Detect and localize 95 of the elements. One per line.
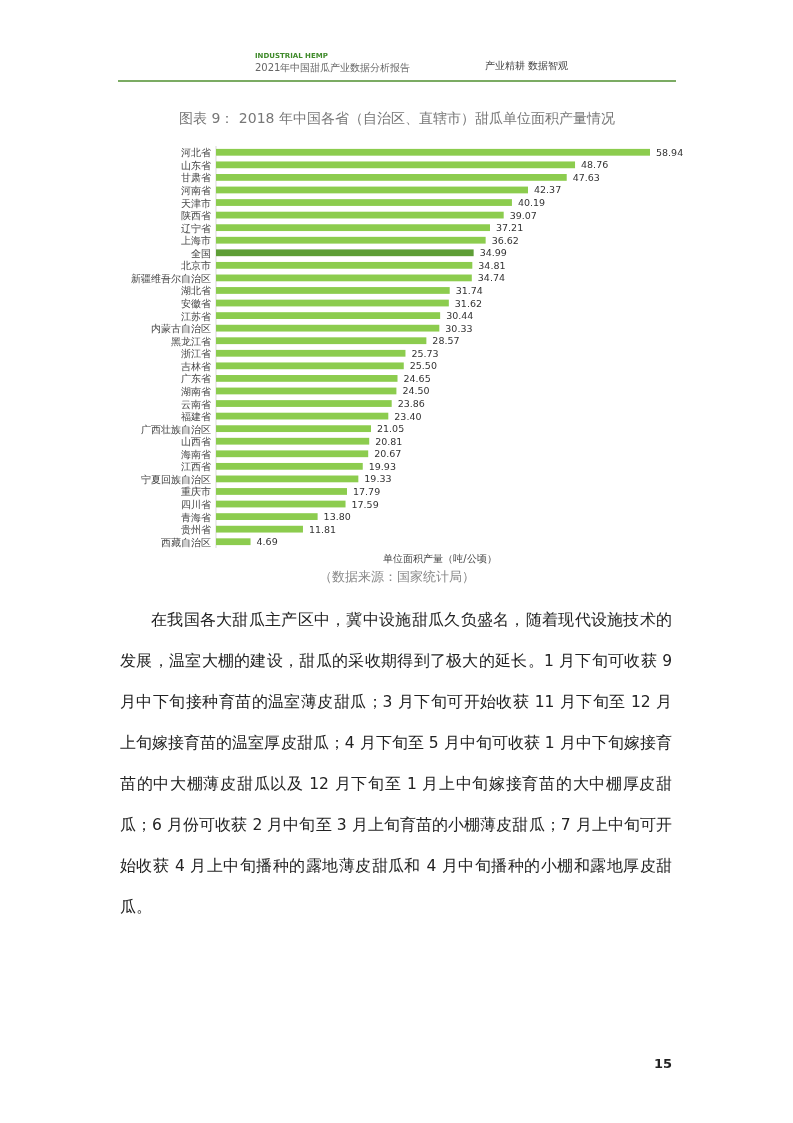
data-label: 25.73 xyxy=(411,347,439,359)
y-tick-label: 福建省 xyxy=(181,411,211,423)
x-axis-title: 单位面积产量（吨/公顷） xyxy=(383,553,497,564)
bar xyxy=(216,425,371,433)
data-label: 37.21 xyxy=(495,222,524,234)
data-label: 23.40 xyxy=(394,410,422,422)
y-tick-label: 四川省 xyxy=(181,499,211,511)
data-label: 34.81 xyxy=(478,259,506,271)
y-tick-label: 全国 xyxy=(191,247,211,259)
text: （数据来源：国家统计局） xyxy=(319,569,475,584)
data-label: 30.33 xyxy=(445,322,473,334)
y-tick-label: 甘肃省 xyxy=(181,172,211,184)
bar xyxy=(216,337,427,345)
y-tick-label: 河南省 xyxy=(181,184,211,196)
bar xyxy=(216,349,406,357)
data-label: 13.80 xyxy=(323,511,351,523)
y-tick-label: 北京市 xyxy=(181,260,211,272)
bar xyxy=(216,236,486,244)
y-tick-label: 山西省 xyxy=(181,436,211,448)
y-tick-label: 辽宁省 xyxy=(181,222,211,234)
y-tick-label: 湖北省 xyxy=(181,285,211,297)
data-label: 20.67 xyxy=(374,448,402,460)
bar xyxy=(216,400,392,407)
bar xyxy=(216,261,473,269)
bar xyxy=(216,538,251,546)
y-tick-label: 宁夏回族自治区 xyxy=(141,473,211,485)
data-label: 23.86 xyxy=(397,398,425,410)
data-label: 39.07 xyxy=(509,209,537,221)
data-label: 42.37 xyxy=(533,184,562,196)
bar xyxy=(216,488,347,495)
chart-title: 图表 9： 2018 年中国各省（自治区、直辖市）甜瓜单位面积产量情况 xyxy=(179,110,615,126)
data-label: 48.76 xyxy=(581,159,609,171)
bar xyxy=(216,525,303,533)
data-label: 17.59 xyxy=(351,498,379,510)
data-label: 20.81 xyxy=(375,435,403,447)
bar xyxy=(216,462,363,470)
bar xyxy=(216,375,398,382)
y-tick-label: 海南省 xyxy=(181,448,211,460)
bar xyxy=(216,437,370,445)
bar xyxy=(216,224,490,232)
y-tick-label: 山东省 xyxy=(181,159,211,171)
data-label: 30.44 xyxy=(446,310,474,322)
data-label: 4.69 xyxy=(256,536,278,548)
y-tick-label: 广东省 xyxy=(181,373,211,385)
data-label: 11.81 xyxy=(308,523,337,535)
y-tick-label: 黑龙江省 xyxy=(171,335,211,347)
data-label: 47.63 xyxy=(572,171,600,183)
y-tick-label: 江苏省 xyxy=(181,310,211,322)
bar xyxy=(216,312,441,319)
bar xyxy=(216,199,512,206)
y-tick-label: 贵州省 xyxy=(181,524,211,536)
data-label: 31.62 xyxy=(454,297,483,309)
data-label: 34.74 xyxy=(477,272,506,284)
y-tick-label: 天津市 xyxy=(181,197,211,209)
y-tick-label: 云南省 xyxy=(181,398,211,410)
bar xyxy=(216,324,440,332)
y-tick-label: 湖南省 xyxy=(181,385,211,397)
y-tick-label: 上海市 xyxy=(181,235,211,247)
bar xyxy=(216,161,576,169)
text: 产业精耕 数据智观 xyxy=(485,60,569,71)
y-tick-label: 新疆维吾尔自治区 xyxy=(131,272,211,284)
bar xyxy=(216,148,650,156)
text: 在我国各大甜瓜主产区中，冀中设施甜瓜久负盛名，随着现代设施技术的发展，温室大棚的建设，甜瓜的采收期得到了极大的延长。1 月下旬可收获 9 月中下旬接种育苗的温室薄皮甜瓜；3 月下旬可开始收获 11 月下旬至 12 月上旬嫁接育苗的温室厚皮甜瓜；4 月下旬至 5 月中旬可收获 1 月中下旬嫁接育苗的中大棚薄皮甜瓜以及 12 月下旬至 1 月上中旬嫁接育苗的大中棚厚皮甜瓜；6 月份可收获 2 月中旬至 3 月上旬育苗的小棚薄皮甜瓜；7 月上中旬可开始收获 4 月上中旬播种的露地薄皮甜瓜和 4 月中旬播种的小棚和露地厚皮甜瓜。 xyxy=(120,611,672,916)
y-tick-label: 西藏自治区 xyxy=(161,536,211,548)
text: 15 xyxy=(653,1056,672,1071)
bar xyxy=(216,249,474,257)
y-tick-label: 浙江省 xyxy=(181,348,211,360)
data-label: 28.57 xyxy=(432,335,460,347)
bar xyxy=(216,362,404,370)
data-label: 34.99 xyxy=(479,247,507,259)
data-label: 58.94 xyxy=(656,146,684,158)
data-label: 19.33 xyxy=(364,473,392,485)
data-label: 17.79 xyxy=(353,485,381,497)
data-label: 24.65 xyxy=(403,372,431,384)
bar xyxy=(216,174,567,181)
data-label: 19.93 xyxy=(368,460,396,472)
bar xyxy=(216,513,318,520)
text: 2021年中国甜瓜产业数据分析报告 xyxy=(255,62,411,73)
y-tick-label: 重庆市 xyxy=(181,486,211,498)
y-tick-label: 吉林省 xyxy=(181,360,211,372)
data-label: 36.62 xyxy=(491,234,519,246)
data-label: 40.19 xyxy=(517,197,546,209)
y-tick-label: 安徽省 xyxy=(181,298,211,310)
y-tick-label: 陕西省 xyxy=(181,210,211,222)
data-label: 21.05 xyxy=(377,423,405,435)
y-tick-label: 江西省 xyxy=(181,461,211,473)
y-tick-label: 广西壮族自治区 xyxy=(141,423,211,435)
bar xyxy=(216,450,369,458)
bar xyxy=(216,287,450,294)
data-label: 31.74 xyxy=(455,284,483,296)
data-label: 25.50 xyxy=(409,360,437,372)
data-label: 24.50 xyxy=(402,385,430,397)
y-tick-label: 青海省 xyxy=(181,511,211,523)
y-tick-label: 内蒙古自治区 xyxy=(151,323,211,335)
y-tick-label: 河北省 xyxy=(181,147,211,159)
